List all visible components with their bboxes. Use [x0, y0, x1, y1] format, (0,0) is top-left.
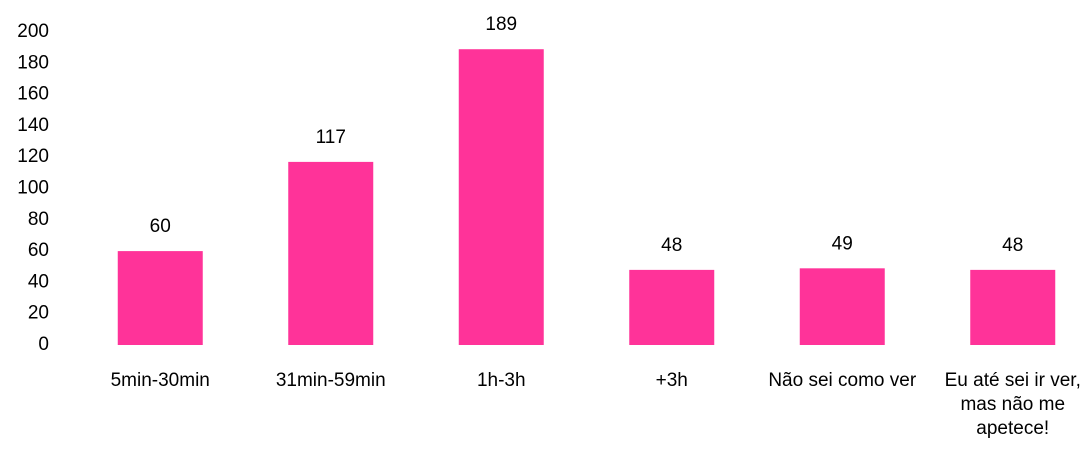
data-label: 117: [316, 127, 346, 148]
y-tick-label: 120: [17, 146, 49, 167]
data-label: 48: [1002, 235, 1023, 256]
data-label: 48: [661, 235, 682, 256]
y-tick-label: 160: [17, 84, 49, 105]
y-tick-label: 0: [38, 334, 49, 355]
y-tick-label: 200: [17, 21, 49, 42]
y-tick-label: 140: [17, 115, 49, 136]
x-tick-label: 1h-3h: [476, 370, 526, 391]
data-label: 60: [150, 216, 171, 237]
bar: [970, 269, 1056, 345]
bar: [288, 161, 374, 345]
bar: [629, 269, 715, 345]
y-tick-label: 100: [17, 178, 49, 199]
x-tick-label: Não sei como ver: [768, 370, 917, 391]
y-tick-label: 80: [28, 209, 49, 230]
x-tick-label: Eu até sei ir ver, mas não me apetece!: [944, 370, 1081, 439]
y-tick-label: 180: [17, 52, 49, 73]
y-tick-label: 60: [28, 240, 49, 261]
bar: [117, 251, 203, 345]
data-label: 189: [485, 14, 517, 35]
x-tick-label: +3h: [655, 370, 688, 391]
y-tick-label: 40: [28, 271, 49, 292]
data-label: 49: [832, 233, 853, 254]
x-tick-label: 5min-30min: [110, 370, 210, 391]
y-tick-label: 20: [28, 303, 49, 324]
x-tick-label: 31min-59min: [275, 370, 386, 391]
bar: [799, 268, 885, 345]
bar: [458, 49, 544, 346]
